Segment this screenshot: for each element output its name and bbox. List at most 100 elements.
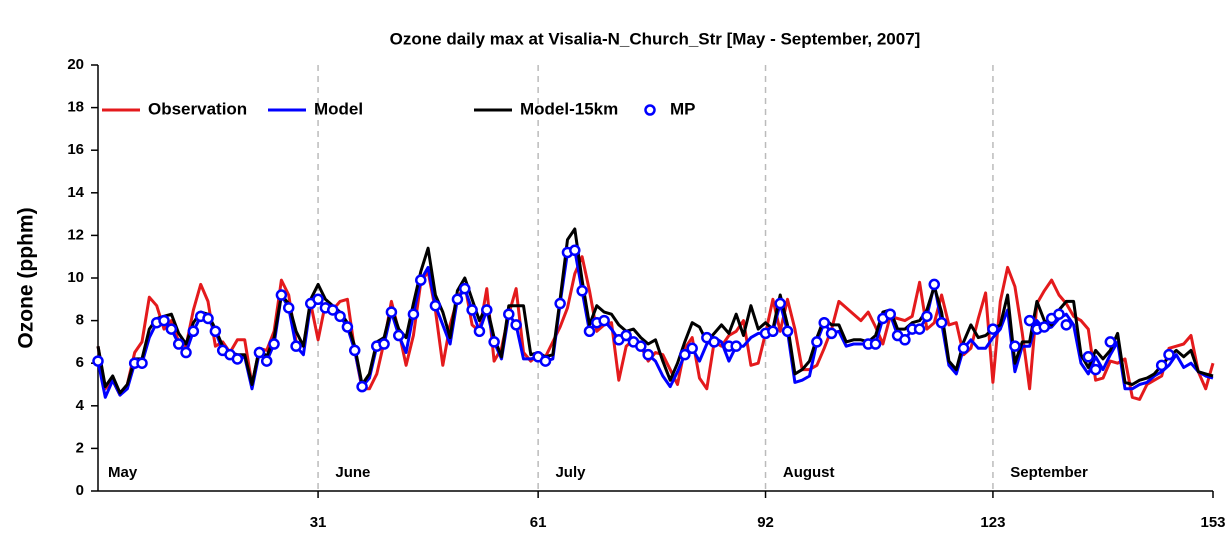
y-tick-label: 4 [76, 397, 85, 414]
y-tick-label: 12 [67, 226, 84, 243]
mp-marker [1089, 363, 1102, 376]
mp-marker [576, 285, 588, 297]
legend-label: MP [670, 99, 696, 118]
mp-marker [921, 310, 933, 323]
mp-marker [378, 338, 390, 350]
mp-marker [825, 327, 838, 340]
mp-marker [781, 325, 794, 337]
mp-marker [913, 323, 926, 335]
y-tick-label: 10 [67, 269, 84, 286]
chart-title: Ozone daily max at Visalia-N_Church_Str … [390, 29, 921, 48]
y-tick-label: 6 [76, 354, 84, 371]
mp-marker [679, 348, 691, 361]
mp-marker [708, 336, 720, 348]
mp-marker [385, 306, 398, 318]
y-tick-label: 16 [67, 141, 84, 158]
mp-marker [503, 308, 515, 320]
mp-marker [539, 355, 552, 367]
month-label: September [1010, 464, 1088, 481]
y-axis-label: Ozone (pphm) [15, 207, 38, 348]
mp-marker [260, 355, 273, 367]
mp-marker [510, 319, 522, 331]
mp-marker [730, 340, 742, 352]
mp-marker [231, 353, 244, 365]
y-tick-label: 20 [67, 56, 84, 73]
mp-marker [312, 293, 324, 306]
mp-marker [290, 340, 302, 352]
series-line [96, 255, 1215, 401]
mp-marker [987, 323, 999, 335]
mp-marker [466, 304, 478, 316]
mp-marker [957, 342, 970, 355]
mp-marker [429, 299, 442, 312]
mp-marker [899, 334, 911, 346]
x-tick-label: 31 [310, 514, 327, 531]
mp-marker [180, 346, 192, 359]
mp-marker [818, 316, 830, 329]
y-tick-label: 14 [67, 184, 84, 201]
mp-marker [1009, 340, 1021, 352]
mp-marker [1060, 319, 1073, 331]
mp-marker [642, 348, 654, 361]
mp-marker [473, 325, 486, 337]
mp-marker [1053, 308, 1065, 320]
mp-marker [1104, 336, 1117, 348]
x-tick-label: 123 [980, 514, 1005, 531]
mp-marker [811, 336, 823, 348]
month-label: June [335, 464, 370, 481]
month-label: July [555, 464, 586, 481]
mp-marker [569, 244, 581, 257]
mp-marker [348, 344, 361, 357]
mp-marker [774, 297, 786, 310]
month-label: August [783, 464, 835, 481]
mp-marker [253, 346, 266, 359]
mp-marker [407, 308, 420, 320]
x-tick-label: 61 [530, 514, 547, 531]
mp-marker [1082, 351, 1095, 363]
mp-marker [158, 314, 170, 327]
mp-marker [326, 304, 339, 316]
y-tick-label: 0 [76, 482, 84, 499]
mp-marker [268, 338, 280, 350]
mp-marker [1038, 321, 1051, 333]
mp-marker [459, 282, 471, 295]
mp-marker [598, 314, 610, 327]
mp-marker [172, 338, 185, 350]
y-tick-label: 2 [76, 439, 84, 456]
mp-marker [1155, 359, 1168, 372]
mp-marker [136, 357, 148, 369]
mp-marker [767, 325, 779, 337]
x-tick-label: 153 [1200, 514, 1225, 531]
mp-marker [282, 302, 295, 314]
mp-marker [554, 297, 566, 310]
mp-marker [92, 355, 104, 367]
legend-marker [644, 104, 656, 116]
legend-label: Model-15km [520, 99, 618, 118]
mp-marker [583, 325, 596, 337]
mp-marker [393, 329, 405, 342]
mp-marker [635, 340, 647, 352]
mp-marker [165, 323, 178, 335]
legend-label: Model [314, 99, 363, 118]
mp-marker [415, 274, 427, 286]
mp-marker [935, 316, 948, 329]
mp-marker [488, 336, 500, 348]
mp-marker [686, 342, 698, 355]
mp-marker [341, 321, 354, 333]
mp-marker [1163, 348, 1175, 361]
mp-marker [187, 325, 200, 337]
mp-marker [451, 293, 464, 306]
legend-label: Observation [148, 99, 247, 118]
series-line [96, 227, 1214, 395]
mp-marker [275, 289, 288, 301]
mp-marker [884, 308, 896, 320]
mp-marker [356, 380, 368, 393]
y-tick-label: 8 [76, 312, 84, 329]
mp-marker [334, 310, 346, 323]
mp-marker [869, 338, 882, 350]
month-label: May [108, 464, 138, 481]
mp-marker [481, 304, 493, 316]
mp-marker [1023, 314, 1036, 327]
mp-marker [620, 329, 632, 342]
